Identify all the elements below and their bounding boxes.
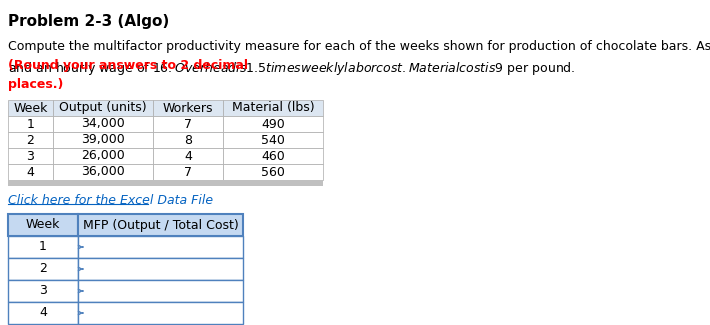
Text: 1: 1 — [26, 118, 35, 131]
Bar — [78, 214, 243, 236]
Text: 4: 4 — [26, 165, 35, 178]
Bar — [8, 132, 53, 148]
Bar — [153, 132, 223, 148]
Text: Week: Week — [13, 101, 48, 114]
Text: Material (lbs): Material (lbs) — [231, 101, 315, 114]
Text: MFP (Output / Total Cost): MFP (Output / Total Cost) — [82, 218, 239, 231]
Text: 460: 460 — [261, 150, 285, 162]
Text: 2: 2 — [26, 134, 35, 147]
Text: Output (units): Output (units) — [59, 101, 147, 114]
Bar — [78, 280, 243, 302]
Text: 34,000: 34,000 — [81, 118, 125, 131]
Bar — [78, 258, 243, 280]
Bar — [223, 116, 323, 132]
Bar — [153, 148, 223, 164]
Bar — [223, 100, 323, 116]
Bar — [78, 236, 243, 258]
Text: Workers: Workers — [163, 101, 213, 114]
Text: 4: 4 — [184, 150, 192, 162]
Bar — [53, 116, 153, 132]
Bar — [223, 164, 323, 180]
Bar — [53, 164, 153, 180]
Text: Week: Week — [26, 218, 60, 231]
Bar — [153, 116, 223, 132]
Bar — [53, 148, 153, 164]
Bar — [78, 302, 243, 324]
Text: 4: 4 — [39, 306, 47, 319]
Text: 540: 540 — [261, 134, 285, 147]
Bar — [8, 280, 78, 302]
Bar — [8, 180, 323, 186]
Text: 2: 2 — [39, 263, 47, 276]
Bar — [8, 236, 78, 258]
Bar — [153, 164, 223, 180]
Text: 490: 490 — [261, 118, 285, 131]
Text: 8: 8 — [184, 134, 192, 147]
Bar — [8, 258, 78, 280]
Bar — [223, 132, 323, 148]
Text: (Round your answers to 2 decimal
places.): (Round your answers to 2 decimal places.… — [8, 59, 248, 91]
Text: 36,000: 36,000 — [81, 165, 125, 178]
Bar — [8, 214, 78, 236]
Text: 7: 7 — [184, 118, 192, 131]
Text: 1: 1 — [39, 240, 47, 254]
Text: 7: 7 — [184, 165, 192, 178]
Bar — [8, 148, 53, 164]
Text: 560: 560 — [261, 165, 285, 178]
Text: 3: 3 — [39, 284, 47, 297]
Text: 26,000: 26,000 — [81, 150, 125, 162]
Text: Compute the multifactor productivity measure for each of the weeks shown for pro: Compute the multifactor productivity mea… — [8, 40, 710, 77]
Text: 3: 3 — [26, 150, 35, 162]
Text: 39,000: 39,000 — [81, 134, 125, 147]
Text: Click here for the Excel Data File: Click here for the Excel Data File — [8, 194, 213, 207]
Bar — [8, 164, 53, 180]
Bar — [153, 100, 223, 116]
Text: Problem 2-3 (Algo): Problem 2-3 (Algo) — [8, 14, 169, 29]
Bar — [8, 302, 78, 324]
Bar — [8, 100, 53, 116]
Bar — [53, 100, 153, 116]
Bar — [8, 116, 53, 132]
Bar — [223, 148, 323, 164]
Bar — [53, 132, 153, 148]
